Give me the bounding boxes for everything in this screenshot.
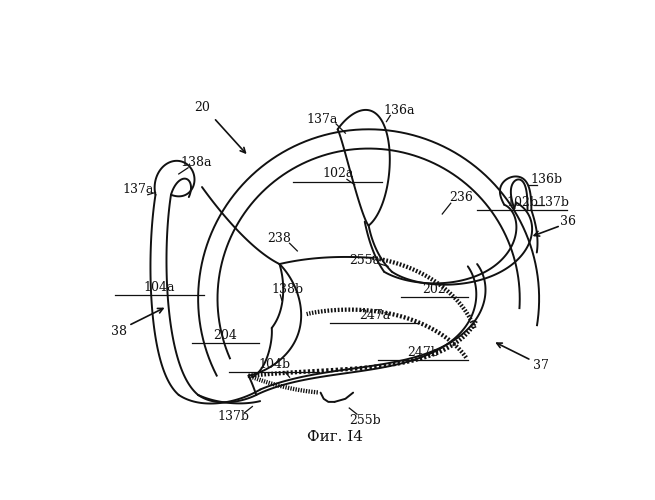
Text: 255b: 255b	[349, 414, 381, 427]
Text: 138a: 138a	[181, 156, 212, 169]
Text: 137b: 137b	[217, 410, 249, 423]
Text: 102a: 102a	[322, 168, 353, 180]
Text: 20: 20	[194, 101, 210, 114]
Text: 204: 204	[214, 329, 237, 342]
Text: 138b: 138b	[271, 283, 303, 296]
Text: 38: 38	[111, 324, 127, 338]
Text: 136a: 136a	[384, 104, 415, 117]
Text: Фиг. I4: Фиг. I4	[307, 430, 364, 444]
Text: 255a: 255a	[349, 254, 381, 266]
Text: 104a: 104a	[143, 280, 175, 293]
Text: 102b: 102b	[506, 196, 538, 209]
Text: 137b: 137b	[537, 196, 569, 209]
Text: 104b: 104b	[258, 358, 290, 370]
Text: 37: 37	[533, 359, 549, 372]
Text: 238: 238	[267, 232, 291, 245]
Text: 202: 202	[422, 283, 446, 296]
Text: 247a: 247a	[359, 309, 390, 322]
Text: 36: 36	[560, 215, 576, 228]
Text: 136b: 136b	[531, 173, 563, 186]
Text: 137a: 137a	[307, 113, 338, 126]
Text: 236: 236	[450, 190, 474, 203]
Text: 137a: 137a	[122, 183, 153, 196]
Text: 247b: 247b	[407, 346, 439, 359]
